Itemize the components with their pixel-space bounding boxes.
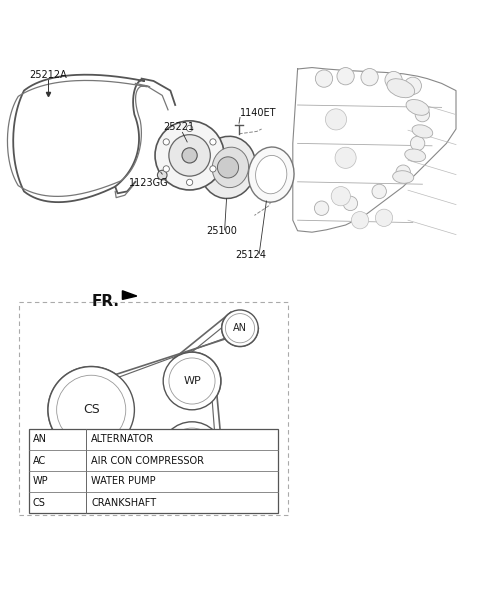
Bar	[29, 429, 278, 513]
Text: 25221: 25221	[163, 122, 194, 132]
Text: CS: CS	[33, 498, 46, 507]
Circle shape	[410, 136, 425, 151]
Circle shape	[169, 358, 215, 404]
Text: 1140ET: 1140ET	[240, 108, 276, 118]
Circle shape	[187, 125, 192, 131]
Text: 25100: 25100	[206, 226, 237, 236]
Circle shape	[372, 184, 386, 198]
Circle shape	[415, 108, 430, 122]
Ellipse shape	[406, 99, 429, 115]
Circle shape	[182, 148, 197, 163]
Ellipse shape	[387, 78, 415, 97]
Ellipse shape	[393, 170, 414, 184]
Circle shape	[385, 71, 402, 89]
Circle shape	[217, 157, 239, 178]
Circle shape	[187, 179, 192, 185]
Circle shape	[335, 147, 356, 168]
Circle shape	[163, 166, 169, 172]
Text: 25124: 25124	[235, 249, 266, 260]
Circle shape	[404, 77, 421, 94]
Circle shape	[57, 375, 126, 444]
Text: FR.: FR.	[92, 294, 120, 309]
Ellipse shape	[248, 147, 294, 202]
Text: AC: AC	[184, 448, 200, 458]
Text: AC: AC	[33, 456, 46, 466]
Text: CS: CS	[83, 403, 99, 416]
Circle shape	[222, 310, 258, 346]
Ellipse shape	[255, 156, 287, 194]
Circle shape	[315, 70, 333, 87]
Circle shape	[157, 170, 167, 180]
Ellipse shape	[200, 136, 256, 198]
Circle shape	[210, 139, 216, 145]
Text: AIR CON COMPRESSOR: AIR CON COMPRESSOR	[91, 456, 204, 466]
Text: ALTERNATOR: ALTERNATOR	[91, 434, 155, 444]
Circle shape	[169, 135, 210, 176]
Text: WP: WP	[183, 376, 201, 386]
Ellipse shape	[405, 149, 426, 162]
Circle shape	[210, 166, 216, 172]
Circle shape	[226, 314, 254, 343]
Text: WATER PUMP: WATER PUMP	[91, 476, 156, 486]
Ellipse shape	[412, 125, 433, 138]
Ellipse shape	[212, 147, 249, 188]
Circle shape	[161, 422, 223, 484]
Circle shape	[48, 366, 134, 453]
Text: AN: AN	[233, 323, 247, 333]
Circle shape	[337, 68, 354, 85]
Circle shape	[314, 201, 329, 216]
Polygon shape	[122, 290, 137, 299]
Circle shape	[396, 165, 410, 179]
Circle shape	[163, 139, 169, 145]
Circle shape	[331, 187, 350, 206]
Circle shape	[325, 109, 347, 130]
Text: CRANKSHAFT: CRANKSHAFT	[91, 498, 156, 507]
Text: 1123GG: 1123GG	[129, 178, 168, 188]
Circle shape	[361, 68, 378, 86]
Text: 25212A: 25212A	[29, 69, 67, 80]
Circle shape	[167, 428, 217, 478]
Circle shape	[351, 211, 369, 229]
Text: AN: AN	[33, 434, 47, 444]
Circle shape	[163, 352, 221, 410]
Circle shape	[155, 121, 224, 190]
Bar	[19, 302, 288, 516]
Text: WP: WP	[33, 476, 48, 486]
Circle shape	[375, 209, 393, 226]
Circle shape	[343, 196, 358, 211]
